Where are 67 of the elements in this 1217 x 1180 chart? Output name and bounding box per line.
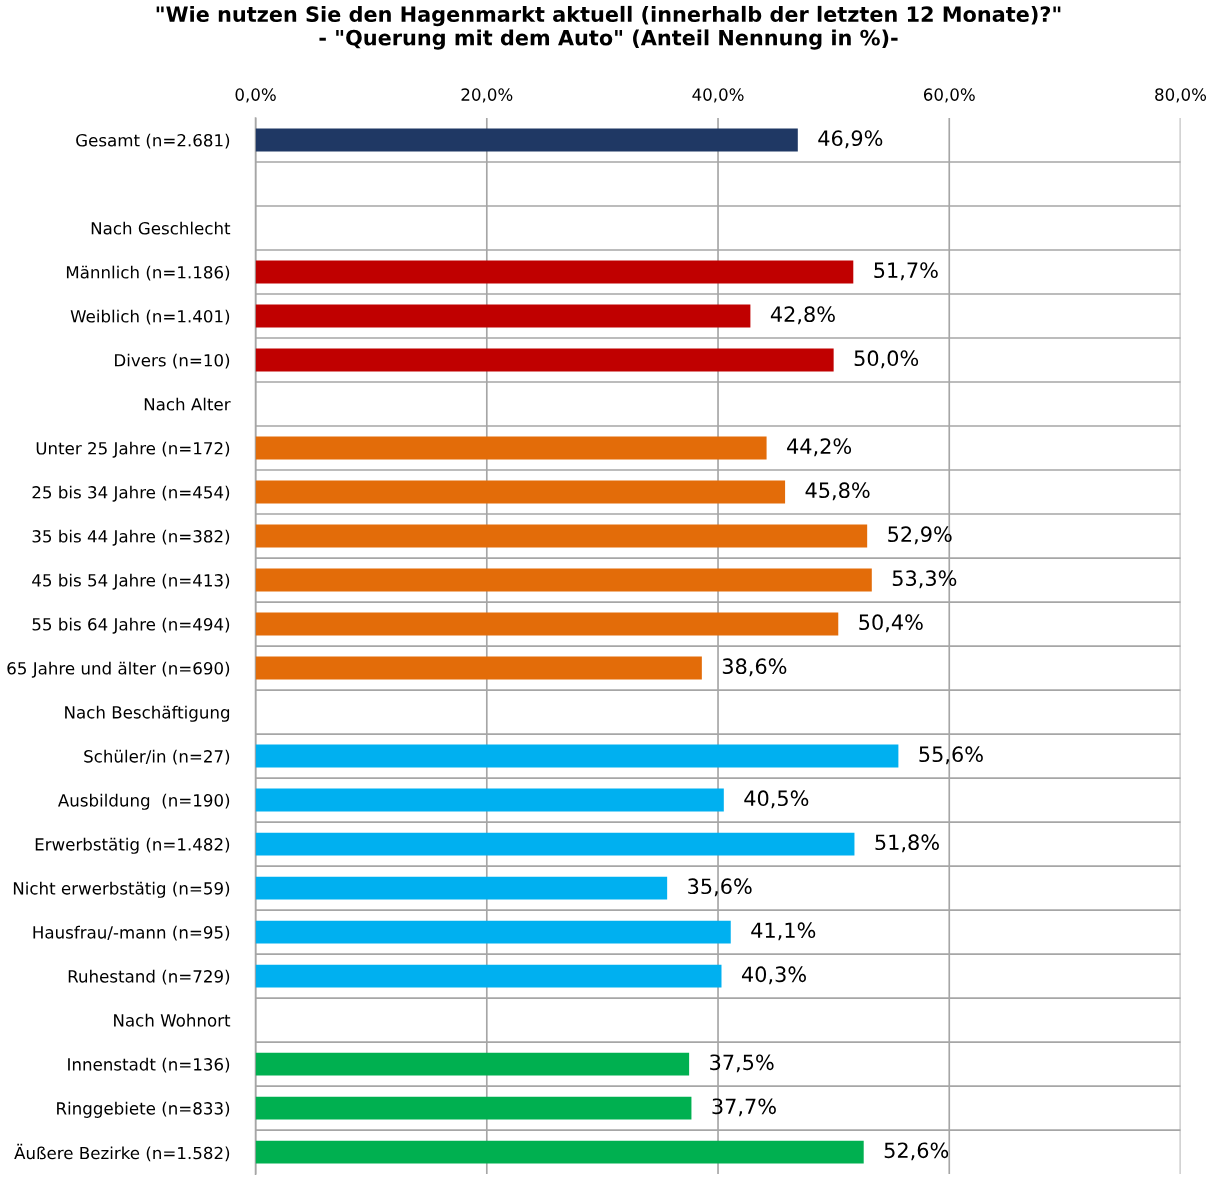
y-tick-label: Ausbildung (n=190) (57, 793, 230, 810)
bar (255, 876, 668, 900)
y-tick-label: Nach Alter (144, 397, 231, 411)
bar (255, 656, 702, 680)
y-tick-label: 45 bis 54 Jahre (n=413) (32, 573, 230, 590)
data-label: 41,1% (751, 922, 816, 941)
x-tick-label: 80,0% (1155, 88, 1207, 103)
y-tick-label: Ringgebiete (n=833) (57, 1101, 230, 1118)
data-label: 51,8% (875, 834, 939, 853)
bar (255, 260, 854, 284)
y-tick-label: Hausfrau/-mann (n=95) (33, 925, 230, 941)
bar (255, 1096, 692, 1120)
bar (255, 744, 899, 768)
bar (255, 832, 855, 856)
bar (255, 348, 834, 372)
data-label: 38,6% (722, 658, 787, 677)
chart-title: "Wie nutzen Sie den Hagenmarkt aktuell (innerhalb der letzten 12 Monate)?" - "Querung mit dem Auto" (Anteil Nennung in %)- (156, 5, 1061, 50)
data-label: 40,5% (744, 790, 809, 809)
bar (255, 612, 839, 636)
bar (255, 524, 868, 548)
data-label: 45,8% (805, 482, 870, 501)
y-tick-label: Innenstadt (n=136) (68, 1057, 230, 1073)
bar (255, 964, 722, 988)
data-label: 55,6% (919, 746, 983, 765)
x-tick-label: 60,0% (923, 88, 975, 103)
data-label: 37,7% (712, 1098, 776, 1117)
y-tick-label: Gesamt (n=2.681) (76, 133, 230, 149)
y-tick-label: 55 bis 64 Jahre (n=494) (32, 617, 230, 634)
y-tick-label: Weiblich (n=1.401) (70, 309, 230, 325)
data-label: 52,6% (884, 1142, 949, 1161)
y-tick-label: Nicht erwerbstätig (n=59) (13, 881, 230, 898)
x-tick-label: 20,0% (461, 88, 513, 103)
y-tick-label: Divers (n=10) (115, 353, 230, 369)
y-tick-label: Erwerbstätig (n=1.482) (35, 837, 230, 854)
y-tick-label: Nach Wohnort (114, 1013, 231, 1027)
bar (255, 304, 751, 328)
y-tick-label: 25 bis 34 Jahre (n=454) (32, 485, 230, 502)
y-tick-label: Nach Geschlecht (91, 221, 231, 235)
data-label: 53,3% (892, 570, 957, 589)
data-label: 40,3% (741, 966, 806, 985)
data-label: 44,2% (787, 438, 852, 457)
y-tick-label: 35 bis 44 Jahre (n=382) (32, 529, 230, 546)
x-tick-label: 0,0% (235, 88, 276, 103)
data-label: 51,7% (874, 262, 938, 281)
bar (255, 568, 872, 592)
y-tick-label: 65 Jahre und älter (n=690) (7, 661, 230, 678)
y-tick-label: Männlich (n=1.186) (66, 265, 230, 281)
data-label: 37,5% (710, 1054, 774, 1073)
data-label: 35,6% (688, 878, 752, 897)
bar (255, 788, 724, 812)
data-label: 46,9% (818, 130, 883, 149)
bar (255, 1052, 690, 1076)
bar (255, 920, 731, 944)
bar (255, 128, 798, 152)
data-label: 50,0% (854, 350, 919, 369)
bar (255, 436, 767, 460)
y-tick-label: Äußere Bezirke (n=1.582) (14, 1143, 230, 1162)
y-tick-label: Schüler/in (n=27) (84, 749, 230, 765)
bar (255, 480, 786, 504)
y-tick-label: Nach Beschäftigung (65, 705, 230, 722)
y-tick-label: Unter 25 Jahre (n=172) (36, 441, 230, 458)
data-label: 42,8% (770, 306, 835, 325)
y-tick-label: Ruhestand (n=729) (68, 969, 230, 985)
data-label: 50,4% (859, 614, 923, 633)
x-tick-label: 40,0% (692, 88, 744, 103)
data-label: 52,9% (888, 526, 952, 545)
bar (255, 1140, 864, 1164)
